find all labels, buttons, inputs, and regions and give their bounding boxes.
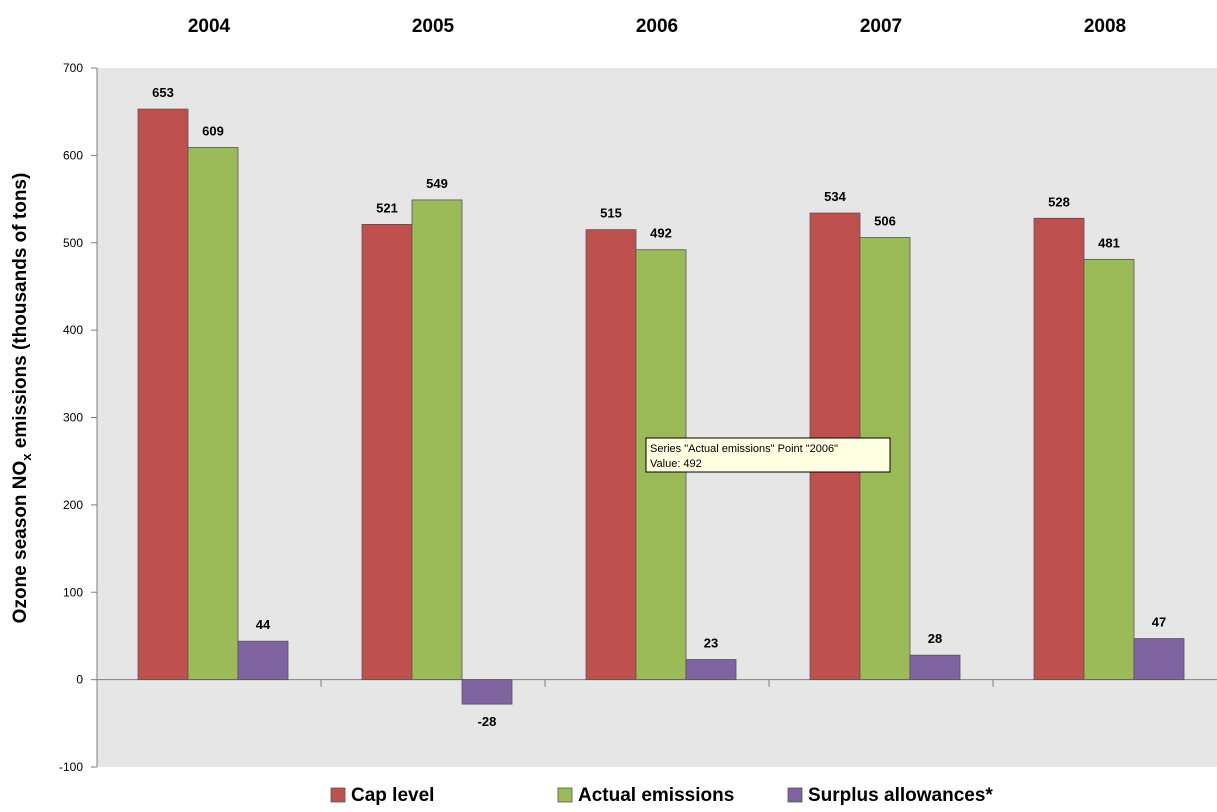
data-label: 23 [704,636,718,651]
data-label: 521 [376,200,398,215]
y-axis: -100 0 100 200 300 400 500 600 700 [59,61,97,774]
y-tick-label: 600 [63,148,83,162]
data-label: 44 [256,617,271,632]
y-tick-label: 300 [63,411,83,425]
tooltip-line-1: Series "Actual emissions" Point "2006" [650,443,838,455]
category-label: 2005 [412,16,455,37]
data-labels: 653 521 515 534 528 609 549 492 506 481 44 -28 23 28 4… [152,85,1166,729]
tooltip: Series "Actual emissions" Point "2006" V… [645,437,891,473]
y-tick-label: 500 [63,236,83,250]
bars [137,108,1185,705]
y-tick-label: 100 [63,585,83,599]
data-label: 492 [650,226,672,241]
bar [1083,258,1135,681]
y-tick-label: 200 [63,498,83,512]
y-tick-label: 400 [63,323,83,337]
bar [461,679,513,705]
bar [585,229,637,681]
data-label: -28 [478,714,497,729]
legend-label: Actual emissions [578,785,734,806]
data-label: 515 [600,206,622,221]
bar [411,199,463,681]
legend-swatch [787,787,803,803]
bar [237,640,289,681]
legend-swatch [557,787,573,803]
bar [137,108,189,681]
category-label: 2008 [1084,16,1126,37]
data-label: 534 [824,189,846,204]
bar [685,659,737,681]
data-label: 653 [152,85,174,100]
legend-label: Cap level [351,785,434,806]
tooltip-box [645,437,891,473]
y-tick-label: 700 [63,61,83,75]
category-labels: 2004 2005 2006 2007 2008 [188,16,1126,37]
bar [1033,217,1085,681]
bar [187,147,239,681]
legend-label: Surplus allowances* [808,785,993,806]
y-tick-label: -100 [59,760,83,774]
data-label: 28 [928,631,942,646]
y-tick-label: 0 [76,673,83,687]
legend: Cap level Actual emissions Surplus allowan… [330,785,993,806]
legend-swatch [330,787,346,803]
data-label: 609 [202,124,224,139]
data-label: 47 [1152,615,1166,630]
bar [909,654,961,681]
category-label: 2006 [636,16,678,37]
category-label: 2004 [188,16,231,37]
bar [361,224,413,681]
y-axis-title: Ozone season NOx emissions (thousands of… [10,173,34,624]
data-label: 506 [874,214,896,229]
data-label: 549 [426,176,448,191]
bar [1133,638,1185,681]
data-label: 528 [1048,194,1070,209]
tooltip-line-2: Value: 492 [650,458,702,470]
category-label: 2007 [860,16,902,37]
data-label: 481 [1098,235,1120,250]
